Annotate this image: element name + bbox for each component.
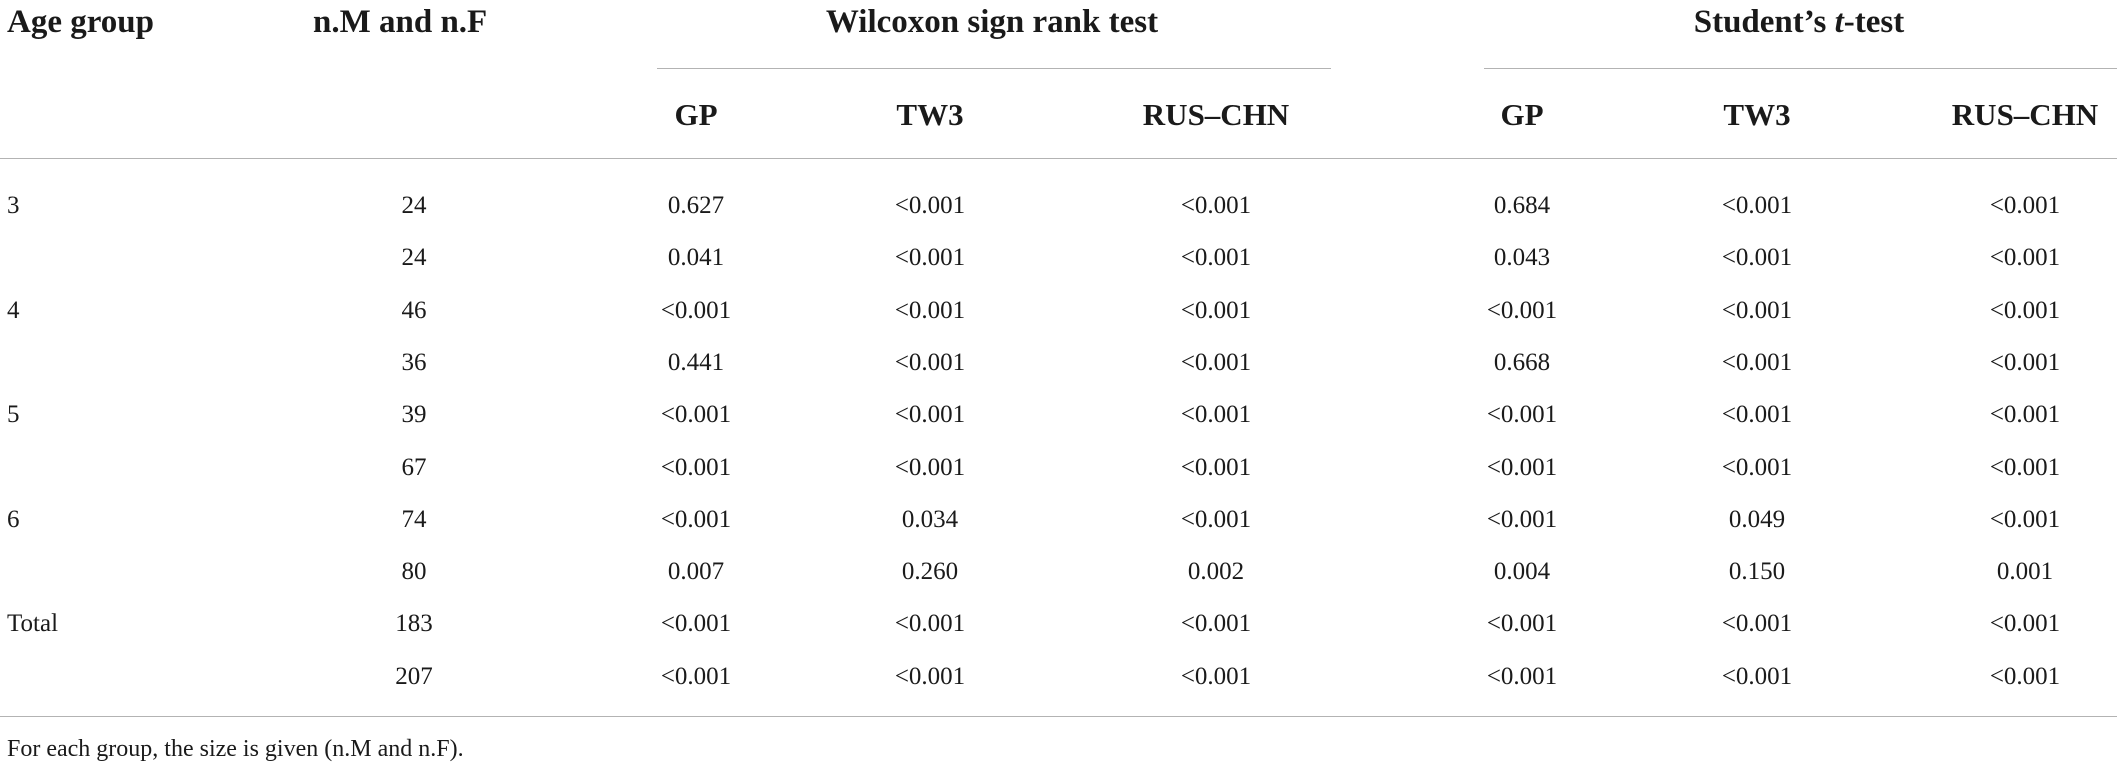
table-footnote: For each group, the size is given (n.M a… [7, 736, 464, 762]
cell-age-group: 5 [7, 401, 20, 429]
wilcoxon-group-rule [657, 68, 1331, 69]
header-sample-sizes: n.M and n.F [313, 4, 488, 40]
cell-ttest-gp: 0.004 [1493, 558, 1551, 586]
cell-wilcoxon-tw3: <0.001 [894, 610, 966, 638]
header-wilcoxon: Wilcoxon sign rank test [825, 4, 1159, 40]
cell-ttest-rus-chn: <0.001 [1989, 662, 2061, 690]
subheader-wilcoxon-tw3: TW3 [896, 97, 964, 132]
cell-sample-size: 183 [395, 610, 433, 638]
cell-wilcoxon-tw3: <0.001 [894, 401, 966, 429]
cell-wilcoxon-rus-chn: <0.001 [1180, 610, 1252, 638]
cell-wilcoxon-rus-chn: <0.001 [1180, 244, 1252, 272]
cell-ttest-gp: <0.001 [1486, 401, 1558, 429]
cell-age-group: 3 [7, 192, 20, 219]
cell-ttest-tw3: <0.001 [1721, 192, 1793, 219]
cell-wilcoxon-tw3: 0.034 [901, 505, 959, 533]
cell-ttest-rus-chn: <0.001 [1989, 453, 2061, 481]
cell-ttest-rus-chn: <0.001 [1989, 244, 2061, 272]
cell-sample-size: 207 [395, 662, 433, 690]
cell-ttest-rus-chn: <0.001 [1989, 348, 2061, 376]
cell-ttest-tw3: <0.001 [1721, 453, 1793, 481]
header-student-ttest: Student’s t-test [1694, 6, 1905, 39]
cell-wilcoxon-tw3: <0.001 [894, 453, 966, 481]
cell-wilcoxon-gp: 0.627 [667, 192, 725, 219]
header-student-ttest-prefix: Student’s [1693, 4, 1835, 40]
cell-wilcoxon-rus-chn: 0.002 [1187, 558, 1245, 586]
ttest-group-rule [1484, 68, 2117, 69]
cell-ttest-tw3: 0.150 [1728, 558, 1786, 586]
cell-wilcoxon-rus-chn: <0.001 [1180, 348, 1252, 376]
cell-age-group: Total [7, 610, 59, 638]
cell-ttest-gp: 0.684 [1493, 192, 1551, 219]
subheader-wilcoxon-gp: GP [674, 97, 718, 132]
cell-ttest-rus-chn: <0.001 [1989, 610, 2061, 638]
cell-ttest-gp: <0.001 [1486, 453, 1558, 481]
cell-wilcoxon-gp: 0.007 [667, 558, 725, 586]
cell-ttest-gp: <0.001 [1486, 662, 1558, 690]
cell-wilcoxon-tw3: <0.001 [894, 296, 966, 324]
cell-ttest-gp: <0.001 [1486, 505, 1558, 533]
cell-ttest-gp: <0.001 [1486, 610, 1558, 638]
cell-ttest-tw3: <0.001 [1721, 401, 1793, 429]
cell-wilcoxon-tw3: <0.001 [894, 192, 966, 219]
subheader-wilcoxon-rus-chn: RUS–CHN [1142, 97, 1290, 132]
cell-wilcoxon-tw3: <0.001 [894, 348, 966, 376]
table-bottom-rule [0, 716, 2117, 717]
cell-sample-size: 46 [401, 296, 427, 324]
header-age-group: Age group [7, 4, 154, 40]
cell-wilcoxon-rus-chn: <0.001 [1180, 192, 1252, 219]
cell-sample-size: 67 [401, 453, 427, 481]
cell-ttest-tw3: <0.001 [1721, 610, 1793, 638]
cell-ttest-rus-chn: <0.001 [1989, 401, 2061, 429]
cell-sample-size: 80 [401, 558, 427, 586]
cell-age-group: 4 [7, 296, 20, 324]
cell-sample-size: 74 [401, 505, 427, 533]
cell-wilcoxon-tw3: 0.260 [901, 558, 959, 586]
cell-wilcoxon-rus-chn: <0.001 [1180, 662, 1252, 690]
cell-sample-size: 24 [401, 244, 427, 272]
header-bottom-rule [0, 158, 2117, 159]
cell-ttest-tw3: 0.049 [1728, 505, 1786, 533]
cell-wilcoxon-gp: <0.001 [660, 505, 732, 533]
cell-wilcoxon-gp: 0.041 [667, 244, 725, 272]
cell-ttest-tw3: <0.001 [1721, 348, 1793, 376]
cell-sample-size: 24 [401, 192, 427, 219]
cell-wilcoxon-gp: 0.441 [667, 348, 725, 376]
cell-ttest-rus-chn: <0.001 [1989, 505, 2061, 533]
cell-wilcoxon-rus-chn: <0.001 [1180, 453, 1252, 481]
subheader-ttest-rus-chn: RUS–CHN [1951, 97, 2099, 132]
cell-wilcoxon-gp: <0.001 [660, 453, 732, 481]
cell-ttest-gp: 0.668 [1493, 348, 1551, 376]
header-student-ttest-suffix: -test [1843, 4, 1905, 40]
cell-sample-size: 36 [401, 348, 427, 376]
subheader-ttest-gp: GP [1500, 97, 1544, 132]
cell-sample-size: 39 [401, 401, 427, 429]
cell-age-group: 6 [7, 505, 20, 533]
cell-wilcoxon-tw3: <0.001 [894, 244, 966, 272]
cell-ttest-rus-chn: <0.001 [1989, 296, 2061, 324]
cell-wilcoxon-gp: <0.001 [660, 296, 732, 324]
cell-wilcoxon-gp: <0.001 [660, 401, 732, 429]
cell-ttest-rus-chn: 0.001 [1996, 558, 2054, 586]
cell-wilcoxon-gp: <0.001 [660, 662, 732, 690]
cell-ttest-tw3: <0.001 [1721, 296, 1793, 324]
cell-ttest-tw3: <0.001 [1721, 662, 1793, 690]
subheader-ttest-tw3: TW3 [1723, 97, 1791, 132]
cell-wilcoxon-rus-chn: <0.001 [1180, 505, 1252, 533]
cell-wilcoxon-tw3: <0.001 [894, 662, 966, 690]
cell-wilcoxon-rus-chn: <0.001 [1180, 401, 1252, 429]
cell-wilcoxon-rus-chn: <0.001 [1180, 296, 1252, 324]
cell-ttest-tw3: <0.001 [1721, 244, 1793, 272]
cell-ttest-gp: <0.001 [1486, 296, 1558, 324]
cell-ttest-gp: 0.043 [1493, 244, 1551, 272]
cell-ttest-rus-chn: <0.001 [1989, 192, 2061, 219]
cell-wilcoxon-gp: <0.001 [660, 610, 732, 638]
header-student-ttest-italic: t [1834, 4, 1844, 40]
